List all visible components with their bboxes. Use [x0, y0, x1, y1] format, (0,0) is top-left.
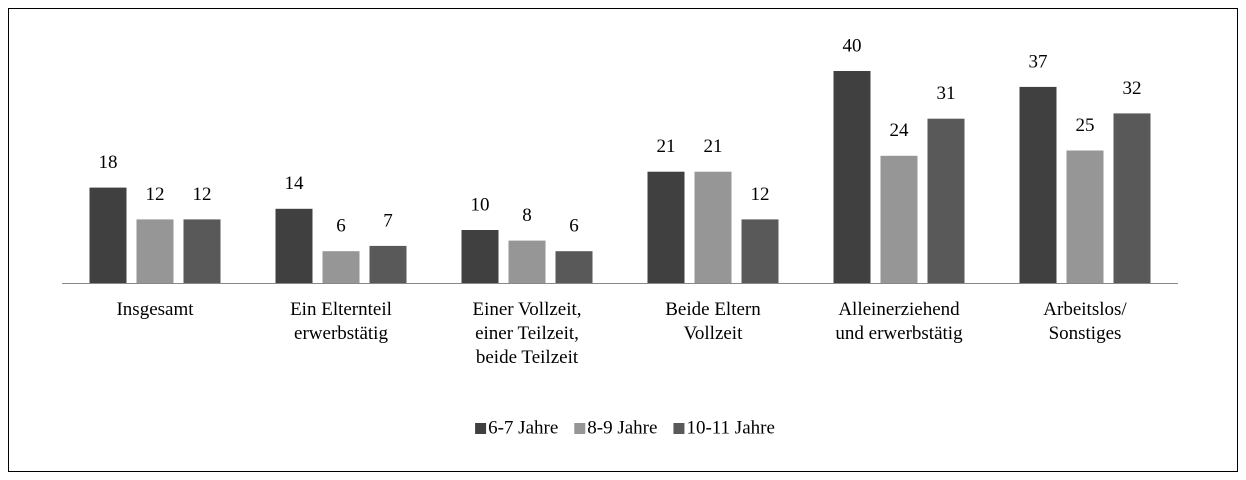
data-label: 10 [471, 194, 490, 215]
data-label: 21 [657, 136, 676, 157]
legend-label: 6-7 Jahre [488, 417, 558, 438]
bar [183, 219, 221, 283]
data-label: 31 [937, 83, 956, 104]
legend-label: 8-9 Jahre [587, 417, 657, 438]
bar [508, 240, 546, 283]
x-tick-label: Einer Vollzeit, einer Teilzeit, beide Teil… [472, 299, 581, 368]
data-label: 14 [285, 173, 305, 194]
legend-label: 10-11 Jahre [686, 417, 774, 438]
data-label: 21 [704, 136, 723, 157]
legend-swatch [475, 423, 487, 434]
data-label: 25 [1076, 115, 1095, 136]
bar [275, 208, 313, 283]
bar [880, 155, 918, 283]
bar [369, 245, 407, 283]
data-label: 12 [751, 184, 770, 205]
bar [647, 171, 685, 283]
bar [461, 230, 499, 283]
bar [1113, 113, 1151, 284]
legend-swatch [574, 423, 586, 434]
bar [927, 118, 965, 283]
bar [555, 251, 593, 283]
bar [741, 219, 779, 283]
data-label: 18 [99, 152, 118, 173]
data-label: 32 [1123, 78, 1142, 99]
data-label: 12 [146, 184, 165, 205]
legend-swatch [673, 423, 685, 434]
bar [833, 71, 871, 283]
data-label: 6 [336, 216, 346, 237]
data-label: 7 [383, 210, 393, 231]
x-tick-label: Insgesamt [116, 299, 194, 320]
bar [89, 187, 127, 283]
bar [1019, 86, 1057, 284]
bar [1066, 150, 1104, 283]
bar [694, 171, 732, 283]
data-label: 6 [569, 216, 579, 237]
x-tick-label: Alleinerziehend und erwerbstätig [835, 299, 963, 344]
data-label: 8 [522, 205, 532, 226]
data-label: 40 [843, 35, 862, 56]
x-tick-label: Beide Eltern Vollzeit [665, 299, 761, 344]
data-label: 37 [1029, 51, 1048, 72]
x-tick-label: Ein Elternteil erwerbstätig [290, 299, 392, 344]
data-label: 24 [890, 120, 910, 141]
x-tick-label: Arbeitslos/Sonstiges [1043, 299, 1127, 344]
bar [322, 251, 360, 283]
data-label: 12 [193, 184, 212, 205]
legend: 6-7 Jahre 8-9 Jahre 10-11 Jahre [475, 417, 775, 438]
bar [136, 219, 174, 283]
